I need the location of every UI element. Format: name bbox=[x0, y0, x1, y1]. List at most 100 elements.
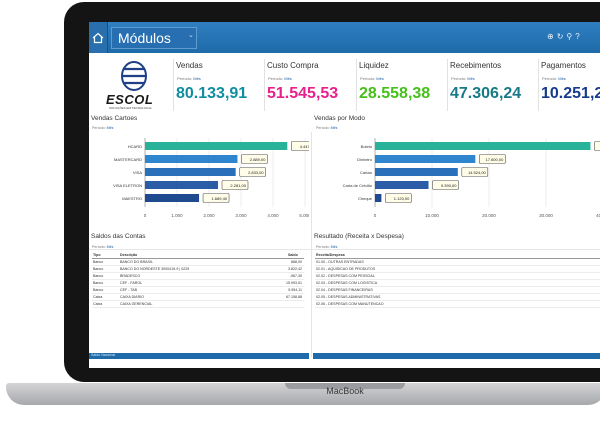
kpi-custo-compra[interactable]: Custo Compra Período: Mês 51.545,53 bbox=[264, 59, 357, 111]
table-cell: 02.06 - DESPESAS COM MANUTENCAO bbox=[316, 302, 384, 306]
kpi-label: Vendas bbox=[176, 61, 203, 70]
bar[interactable] bbox=[375, 155, 476, 163]
saldos-footer: Saldo Nacional bbox=[91, 353, 116, 357]
bar[interactable] bbox=[375, 168, 458, 176]
tick-label: 30.000 bbox=[539, 213, 553, 218]
tick-label: 40.000 bbox=[596, 213, 600, 218]
column-header: Descrição bbox=[120, 253, 138, 257]
data-label: 2.889,00 bbox=[250, 157, 266, 162]
data-label-box bbox=[239, 167, 266, 177]
bar[interactable] bbox=[145, 194, 200, 202]
table-cell: 02.01 - AQUISICAO DE PRODUTOS bbox=[316, 267, 376, 271]
tick-label: 1.000 bbox=[171, 213, 183, 218]
table-row[interactable]: 02.01 - AQUISICAO DE PRODUTOS-7 bbox=[315, 266, 600, 273]
table-row[interactable]: Banco BRADESCO -967,30 bbox=[92, 273, 304, 280]
home-button[interactable] bbox=[89, 22, 108, 53]
kpi-vendas[interactable]: Vendas Período: Mês 80.133,91 bbox=[173, 59, 265, 111]
kpi-pagamentos[interactable]: Pagamentos Período: Mês 10.251,2 bbox=[538, 59, 600, 111]
bar[interactable] bbox=[375, 181, 429, 189]
vendas-modo-title: Vendas por Modo bbox=[314, 115, 365, 122]
logo-subtitle: SOLUÇÕES EM TECNOLOGIA bbox=[109, 106, 152, 110]
table-row[interactable]: 02.05 - DESPESAS ADMINISTRATIVAS-5 bbox=[315, 294, 600, 301]
table-row[interactable]: Banco BANCO DO BRASIL 888,00 bbox=[92, 259, 304, 266]
category-label: Carta de Crédito bbox=[343, 183, 373, 188]
tick-label: 5.000 bbox=[299, 213, 309, 218]
table-cell: Banco bbox=[93, 260, 104, 264]
table-cell: 888,00 bbox=[291, 260, 302, 264]
saldos-period[interactable]: Período: Mês bbox=[92, 245, 114, 249]
add-icon[interactable]: ⊕ bbox=[547, 32, 554, 41]
table-row[interactable]: Caixa CAIXA DIARIO 67.158,88 bbox=[92, 294, 304, 301]
tick-label: 0 bbox=[374, 213, 377, 218]
table-row[interactable]: Banco BANCO DO NORDESTE 3000419-9 | 0229 3… bbox=[92, 266, 304, 273]
data-label: 1.689,40 bbox=[211, 196, 227, 201]
saldos-title: Saldos das Contas bbox=[91, 233, 146, 240]
category-label: Boleto bbox=[361, 144, 373, 149]
app-screen: Módulos ⌄ ⊕ ↻ ⚲ ? ESCOL SOLUÇÕES EM TECN… bbox=[89, 22, 600, 368]
table-row[interactable]: Banco CEF - TAB 5.954,11 bbox=[92, 287, 304, 294]
top-bar: Módulos ⌄ ⊕ ↻ ⚲ ? bbox=[89, 22, 600, 53]
bar[interactable] bbox=[145, 168, 236, 176]
data-label-box bbox=[385, 193, 412, 203]
kpi-period: Período: Mês bbox=[360, 76, 384, 81]
column-header: Tipo bbox=[93, 253, 101, 257]
table-cell: Caixa bbox=[93, 295, 103, 299]
search-icon[interactable]: ⚲ bbox=[566, 32, 573, 41]
vendas-cartoes-period[interactable]: Período: Mês bbox=[92, 126, 114, 130]
resultado-period[interactable]: Período: Mês bbox=[316, 245, 338, 249]
home-icon bbox=[92, 32, 104, 43]
data-label: 2.833,00 bbox=[248, 170, 264, 175]
table-cell: -967,30 bbox=[289, 274, 302, 278]
table-cell: 02.02 - DESPESAS COM PESSOAL bbox=[316, 274, 375, 278]
table-cell: Caixa bbox=[93, 302, 103, 306]
table-row[interactable]: Caixa CAIXA GERENCIAL bbox=[92, 301, 304, 308]
table-row[interactable]: 01.00 - OUTRAS ENTRADAS41 bbox=[315, 259, 600, 266]
table-row[interactable]: 02.04 - DESPESAS FINANCEIRAS-5 bbox=[315, 287, 600, 294]
saldos-footer-bar: Saldo Nacional bbox=[89, 353, 309, 359]
resultado-table: Receita/Despesa Va 01.00 - OUTRAS ENTRAD… bbox=[315, 252, 600, 312]
column-header: Receita/Despesa bbox=[316, 253, 345, 257]
kpi-period: Período: Mês bbox=[268, 76, 292, 81]
table-row[interactable]: 02.03 - DESPESAS COM LOGISTICA-6 bbox=[315, 280, 600, 287]
data-label-box bbox=[291, 141, 309, 151]
table-row[interactable]: Banco CEF - FAROL 15.993,51 bbox=[92, 280, 304, 287]
bar[interactable] bbox=[145, 155, 238, 163]
kpi-label: Custo Compra bbox=[267, 61, 319, 70]
kpi-recebimentos[interactable]: Recebimentos Período: Mês 47.306,24 bbox=[447, 59, 539, 111]
table-header: Tipo Descrição Saldo bbox=[92, 252, 304, 259]
device-brand: MacBook bbox=[326, 386, 364, 396]
table-cell: 67.158,88 bbox=[286, 295, 302, 299]
data-label: 9.390,00 bbox=[441, 183, 457, 188]
table-cell: CEF - TAB bbox=[120, 288, 138, 292]
bar[interactable] bbox=[375, 142, 591, 150]
category-label: Cheque bbox=[358, 196, 373, 201]
vendas-modo-period[interactable]: Período: Mês bbox=[316, 126, 338, 130]
bar[interactable] bbox=[375, 194, 382, 202]
kpi-period: Período: Mês bbox=[451, 76, 475, 81]
table-row[interactable]: 02.02 - DESPESAS COM PESSOAL-1 bbox=[315, 273, 600, 280]
tick-label: 2.000 bbox=[203, 213, 215, 218]
data-label: 1.120,00 bbox=[394, 196, 410, 201]
table-cell: CAIXA DIARIO bbox=[120, 295, 144, 299]
data-label: 2.281,00 bbox=[230, 183, 246, 188]
category-label: Dinheiro bbox=[357, 157, 373, 162]
chevron-down-icon: ⌄ bbox=[188, 32, 194, 39]
data-label: 14.524,00 bbox=[468, 170, 487, 175]
data-label: 17.600,00 bbox=[486, 157, 505, 162]
table-cell: 02.04 - DESPESAS FINANCEIRAS bbox=[316, 288, 373, 292]
globe-icon bbox=[121, 61, 147, 91]
table-cell: 02.05 - DESPESAS ADMINISTRATIVAS bbox=[316, 295, 381, 299]
help-icon[interactable]: ? bbox=[575, 32, 580, 41]
kpi-liquidez[interactable]: Liquidez Período: Mês 28.558,38 bbox=[356, 59, 448, 111]
section-divider bbox=[89, 249, 600, 250]
table-row[interactable]: 02.06 - DESPESAS COM MANUTENCAO bbox=[315, 301, 600, 308]
bar[interactable] bbox=[145, 142, 288, 150]
resultado-title: Resultado (Receita x Despesa) bbox=[314, 233, 404, 240]
tick-label: 20.000 bbox=[482, 213, 496, 218]
bar[interactable] bbox=[145, 181, 218, 189]
refresh-icon[interactable]: ↻ bbox=[556, 32, 564, 41]
vendas-cartoes-title: Vendas Cartoes bbox=[91, 115, 138, 122]
panel-divider bbox=[311, 132, 312, 357]
module-title: Módulos bbox=[118, 30, 171, 46]
module-selector[interactable]: Módulos ⌄ bbox=[111, 27, 197, 49]
